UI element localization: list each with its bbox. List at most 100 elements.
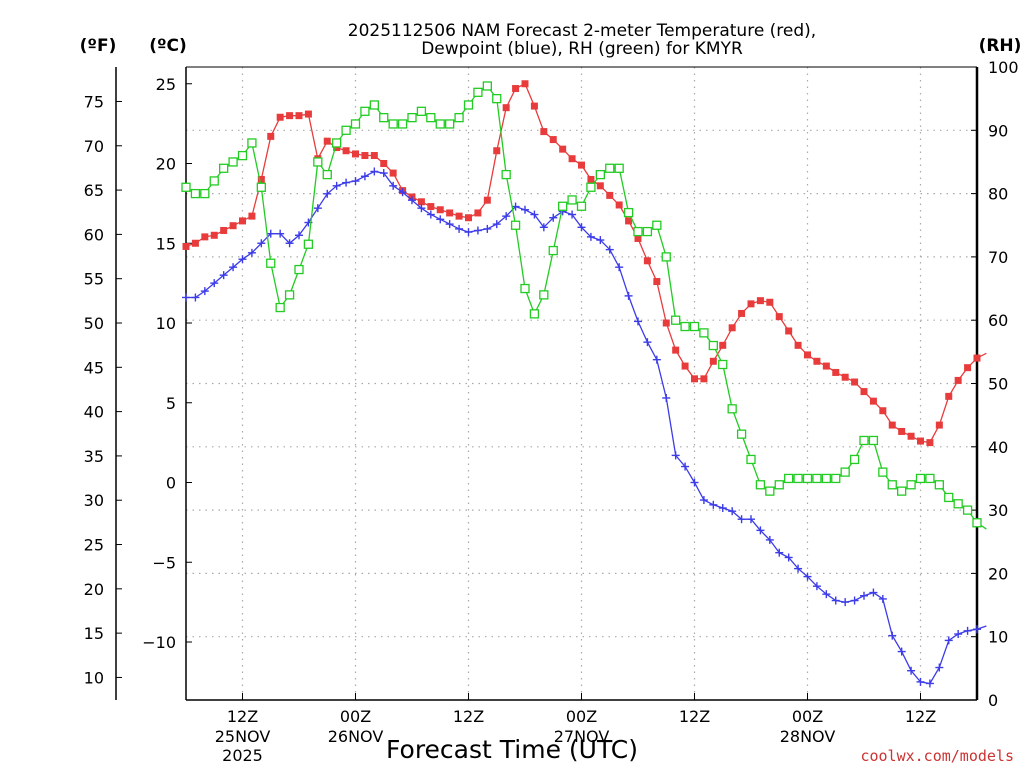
dewpoint-point (728, 507, 737, 516)
rh-point (708, 340, 718, 351)
dewpoint-point (615, 263, 624, 272)
dewpoint-point (455, 224, 464, 233)
temperature-point (851, 378, 859, 386)
chart-title-line1: 2025112506 NAM Forecast 2-meter Temperat… (348, 21, 816, 41)
temperature-point (304, 110, 312, 118)
rh-tick-label: 30 (988, 501, 1008, 520)
dewpoint-point (568, 210, 577, 219)
temperature-point (785, 327, 793, 335)
temperature-point (220, 226, 228, 234)
dewpoint-point (841, 598, 850, 607)
temperature-point (888, 421, 896, 429)
dewpoint-point (869, 588, 878, 597)
dewpoint-point (897, 647, 906, 656)
rh-point (812, 473, 822, 484)
rh-point (529, 309, 540, 319)
temperature-point (672, 346, 680, 354)
temperature-point (465, 214, 472, 222)
x-tick-date-label: 28NOV (780, 727, 836, 746)
dewpoint-point (878, 594, 887, 603)
dewpoint-point (285, 239, 294, 248)
temperature-point (945, 392, 953, 400)
grid-lines (186, 67, 977, 700)
x-tick-date-label: 26NOV (328, 727, 384, 746)
dewpoint-point (502, 212, 511, 221)
dewpoint-point (596, 236, 605, 245)
rh-point (294, 264, 304, 275)
temperature-point (738, 309, 746, 317)
rh-point (802, 473, 813, 484)
rh-point (793, 473, 803, 484)
rh-point (492, 94, 502, 104)
dewpoint-point (379, 169, 388, 178)
temperature-point (634, 234, 642, 242)
series-layer (181, 80, 987, 688)
temperature-point (606, 191, 614, 199)
rh-point (633, 226, 643, 237)
rh-point (416, 106, 427, 116)
dewpoint-point (483, 224, 492, 233)
temperature-point (719, 341, 727, 349)
temperature-point (832, 368, 840, 376)
temperature-point (276, 113, 284, 121)
dewpoint-point (973, 625, 981, 634)
fahrenheit-tick-label: 40 (84, 403, 104, 422)
rh-point (181, 182, 191, 192)
rh-point (237, 150, 248, 161)
dewpoint-point (812, 582, 821, 591)
rh-point (953, 499, 963, 509)
rh-point (906, 480, 916, 490)
rh-point (755, 480, 766, 490)
dewpoint-point (276, 229, 285, 238)
rh-point (915, 473, 926, 484)
x-tick-label: 12Z (679, 707, 710, 726)
dewpoint-point (332, 181, 341, 190)
fahrenheit-tick-label: 30 (84, 491, 104, 510)
rh-point (897, 486, 907, 496)
rh-unit-label: (RH) (979, 36, 1022, 56)
rh-point (445, 119, 455, 129)
rh-point (652, 220, 662, 230)
x-tick-label: 12Z (905, 707, 936, 726)
temperature-point (248, 212, 256, 220)
rh-point (454, 112, 464, 123)
temperature-point (728, 324, 736, 332)
temperature-point (700, 375, 708, 383)
celsius-tick-label: 20 (156, 155, 176, 174)
dewpoint-point (822, 590, 831, 599)
fahrenheit-tick-label: 35 (84, 447, 104, 466)
x-tick-label: 12Z (453, 707, 484, 726)
temperature-point (549, 136, 557, 144)
dewpoint-point (229, 263, 238, 272)
temperature-point (973, 354, 981, 362)
temperature-point (596, 182, 604, 190)
rh-point (190, 188, 201, 199)
dewpoint-point (944, 636, 953, 645)
dewpoint-point (351, 177, 360, 186)
dewpoint-point (784, 553, 793, 562)
dewpoint-point (907, 666, 916, 675)
rh-point (473, 87, 483, 97)
rh-point (934, 480, 944, 490)
rh-point (859, 435, 869, 446)
fahrenheit-tick-label: 50 (84, 314, 104, 333)
temperature-point (926, 439, 934, 447)
rh-point (510, 220, 521, 230)
temperature-point (907, 432, 915, 440)
rh-point (435, 119, 445, 129)
temperature-point (229, 222, 237, 230)
rh-point (256, 182, 266, 192)
temperature-point (568, 155, 576, 163)
rh-tick-label: 90 (988, 121, 1008, 140)
temperature-point (747, 300, 755, 308)
rh-point (623, 207, 634, 218)
rh-point (576, 201, 587, 211)
dewpoint-point (963, 626, 972, 635)
rh-point (718, 359, 728, 370)
temperature-point (483, 196, 491, 204)
dewpoint-point (266, 229, 275, 238)
rh-point (426, 112, 436, 123)
dewpoint-point (539, 223, 548, 232)
